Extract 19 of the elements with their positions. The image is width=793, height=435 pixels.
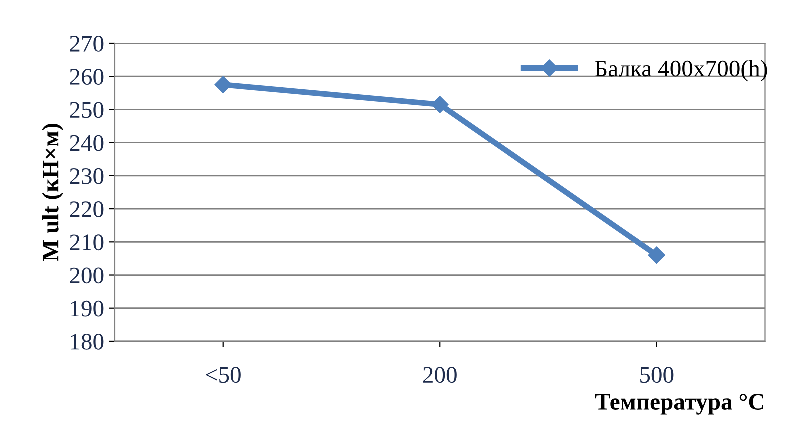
x-axis-title: Температура °C [595,394,764,415]
y-tick-label: 180 [71,334,104,350]
x-tick-label: 500 [640,367,674,384]
legend-label: Балка 400x700(h) [595,60,768,82]
point [214,76,232,94]
y-tick-label: 240 [70,135,104,152]
y-tick-label: 230 [70,168,104,184]
point [648,246,666,264]
y-tick-label: 200 [70,268,104,284]
y-tick-label: 260 [70,69,104,86]
y-tick-label: 250 [70,102,104,118]
x-tick-label: 200 [423,367,457,384]
point [432,96,449,114]
x-tick-label: <50 [206,367,241,384]
y-tick-label: 210 [70,234,104,251]
y-axis-title: M ult (кН×м) [42,124,64,262]
y-tick-label: 220 [70,202,104,218]
y-tick-label: 270 [70,36,104,52]
y-tick-label: 190 [71,300,104,317]
